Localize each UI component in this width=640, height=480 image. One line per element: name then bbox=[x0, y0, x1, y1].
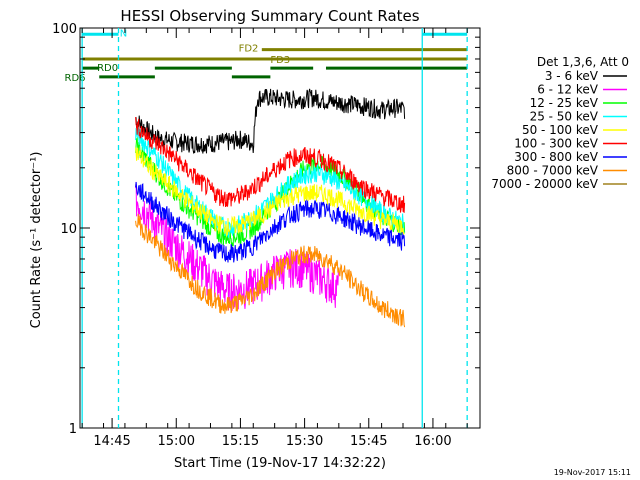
x-tick-label-3: 15:15 bbox=[222, 434, 259, 449]
x-tick-label-2: 15:00 bbox=[158, 434, 195, 449]
legend-title: Det 1,3,6, Att 0 bbox=[537, 55, 629, 69]
series-line-300-800keV bbox=[135, 182, 406, 263]
legend-label-3: 12 - 25 keV bbox=[530, 96, 599, 110]
chart-title: HESSI Observing Summary Count Rates bbox=[120, 7, 419, 25]
series-line-100-300keV bbox=[135, 116, 406, 213]
legend-label-5: 50 - 100 keV bbox=[522, 123, 599, 137]
status-bar-label-rd6: RD6 bbox=[65, 73, 86, 84]
y-axis-label: Count Rate (s⁻¹ detector⁻¹) bbox=[29, 152, 44, 329]
legend-label-9: 7000 - 20000 keV bbox=[491, 177, 598, 191]
y-tick-label-3: 100 bbox=[52, 22, 77, 37]
y-tick-label-1: 1 bbox=[69, 422, 77, 437]
footer-timestamp: 19-Nov-2017 15:11 bbox=[554, 468, 631, 477]
x-tick-label-5: 15:45 bbox=[350, 434, 387, 449]
legend-label-8: 800 - 7000 keV bbox=[507, 164, 599, 178]
y-tick-label-2: 10 bbox=[60, 222, 77, 237]
legend-label-1: 3 - 6 keV bbox=[545, 69, 599, 83]
series-line-800-7000keV bbox=[135, 213, 406, 328]
status-bars: N FD2 FD3 RD0 RD6 bbox=[65, 28, 468, 84]
status-bar-label-fd2: FD2 bbox=[239, 44, 259, 55]
status-bar-label-n: N bbox=[120, 28, 127, 39]
x-axis-label: Start Time (19-Nov-17 14:32:22) bbox=[174, 456, 386, 471]
series-line-50-100keV bbox=[135, 147, 405, 238]
legend-label-2: 6 - 12 keV bbox=[537, 83, 599, 97]
status-bar-label-fd3: FD3 bbox=[270, 55, 290, 66]
x-tick-label-1: 14:45 bbox=[93, 434, 130, 449]
legend-label-6: 100 - 300 keV bbox=[514, 137, 598, 151]
legend-label-4: 25 - 50 keV bbox=[530, 110, 599, 124]
series-line-3-6keV bbox=[135, 88, 406, 155]
plot-area bbox=[79, 27, 481, 429]
x-tick-label-4: 15:30 bbox=[286, 434, 323, 449]
status-bar-label-rd0: RD0 bbox=[97, 63, 118, 74]
vertical-markers bbox=[81, 28, 468, 428]
legend-label-7: 300 - 800 keV bbox=[514, 150, 598, 164]
x-axis: 14:45 15:00 15:15 15:30 15:45 16:00 bbox=[81, 28, 468, 449]
y-axis: 1 10 100 bbox=[52, 22, 480, 437]
x-tick-label-6: 16:00 bbox=[414, 434, 451, 449]
